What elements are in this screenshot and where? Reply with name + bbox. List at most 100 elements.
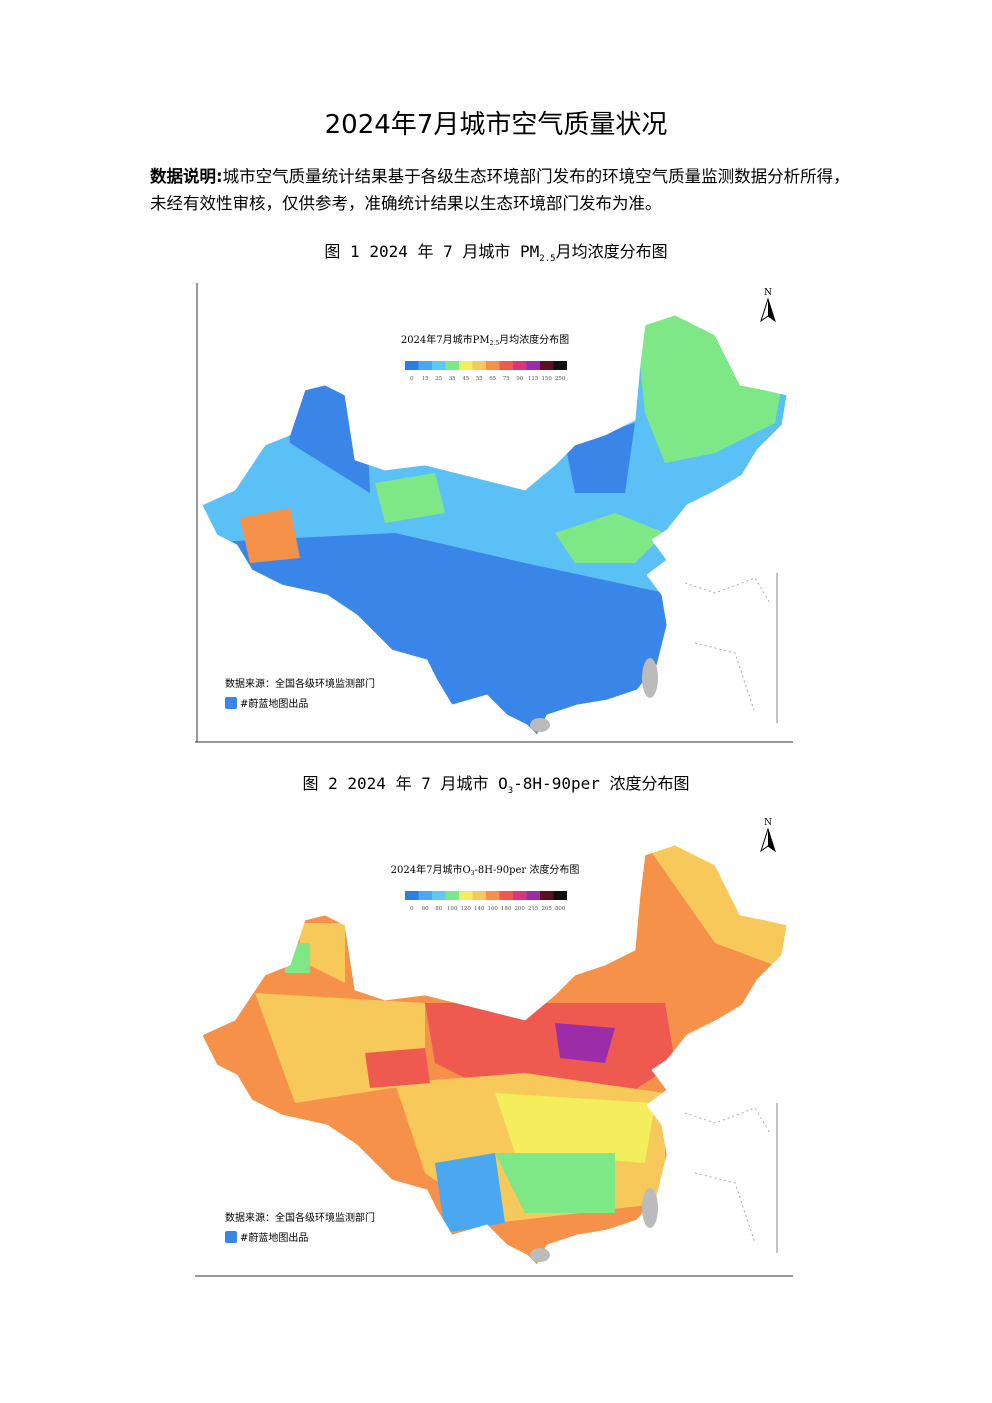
credit: #蔚蓝地图出品	[240, 1231, 308, 1244]
north-label: N	[764, 818, 772, 828]
legend-label: 150	[541, 376, 552, 382]
region	[495, 1093, 655, 1163]
credit: #蔚蓝地图出品	[240, 697, 308, 710]
legend-swatch	[472, 361, 486, 370]
description-label: 数据说明:	[150, 167, 223, 186]
legend-label: 140	[474, 906, 485, 912]
map: N 2024年7月城市PM2.5月均浓度分布图 0 15 25 35 45 55 65 75 90 1…	[195, 283, 793, 743]
map-title: 2024年7月城市PM2.5月均浓度分布图	[401, 333, 569, 347]
region	[495, 1153, 615, 1213]
caption-text: -8H-90per 浓度分布图	[513, 774, 690, 793]
legend-swatch	[499, 361, 513, 370]
source: 数据来源：全国各级环境监测部门	[225, 1211, 375, 1224]
region	[375, 473, 445, 523]
map-title-text: -8H-90per 浓度分布图	[475, 863, 580, 876]
map: N 2024年7月城市O3-8H-90per 浓度分布图 0 60 80 100 120 14…	[195, 818, 793, 1277]
description: 数据说明:城市空气质量统计结果基于各级生态环境部门发布的环境空气质量监测数据分析…	[150, 163, 850, 217]
caption: 图 2 2024 年 7 月城市 O3-8H-90per 浓度分布图	[0, 770, 992, 796]
legend-label: 65	[489, 376, 496, 382]
legend-label: 45	[462, 376, 469, 382]
regions	[202, 845, 787, 1265]
legend-swatch	[445, 361, 459, 370]
region	[285, 943, 310, 973]
region	[555, 1023, 615, 1063]
legend-label: 120	[460, 906, 471, 912]
legend-swatch	[418, 891, 432, 900]
legend-swatch	[499, 891, 513, 900]
legend-label: 55	[476, 376, 483, 382]
caption-text: 图 2 2024 年 7 月城市 O	[302, 774, 508, 793]
china-map	[201, 314, 788, 736]
map-title-text: 月均浓度分布图	[499, 333, 569, 346]
legend-label: 15	[422, 376, 429, 382]
legend-label: 200	[514, 906, 525, 912]
legend-swatch	[459, 891, 473, 900]
legend-label: 180	[501, 906, 512, 912]
north-arrow-half	[768, 299, 775, 321]
legend-swatch	[526, 361, 540, 370]
legend-swatch	[405, 361, 419, 370]
legend-label: 800	[555, 906, 566, 912]
hainan	[530, 718, 550, 732]
region	[365, 1048, 430, 1088]
legend-swatch	[526, 891, 540, 900]
taiwan	[642, 1188, 658, 1228]
legend-label: 0	[410, 376, 414, 382]
legend-swatch	[418, 361, 432, 370]
legend-swatch	[459, 361, 473, 370]
legend-label: 75	[503, 376, 510, 382]
legend-label: 0	[410, 906, 414, 912]
legend-label: 35	[449, 376, 456, 382]
legend-label: 25	[435, 376, 442, 382]
caption-sub: 2.5	[539, 254, 556, 265]
legend-label: 100	[447, 906, 458, 912]
description-text: 城市空气质量统计结果基于各级生态环境部门发布的环境空气质量监测数据分析所得，未经…	[150, 167, 850, 213]
legend-swatch	[432, 891, 446, 900]
legend-label: 215	[528, 906, 539, 912]
legend-swatch	[486, 361, 500, 370]
legend-swatch	[553, 361, 567, 370]
border	[201, 314, 788, 736]
legend-swatch	[405, 891, 419, 900]
caption: 图 1 2024 年 7 月城市 PM2.5月均浓度分布图	[0, 238, 992, 264]
north-arrow-half	[768, 829, 775, 851]
map-title-sub: 3	[471, 870, 475, 877]
legend-swatch	[540, 361, 554, 370]
region	[240, 508, 300, 563]
credit-icon	[225, 1231, 237, 1243]
credit-icon	[225, 697, 237, 709]
source: 数据来源：全国各级环境监测部门	[225, 677, 375, 690]
legend-label: 250	[555, 376, 566, 382]
region	[435, 1153, 505, 1233]
island-outline	[684, 577, 771, 714]
china-map	[201, 844, 788, 1266]
legend-swatch	[513, 361, 527, 370]
legend-swatch	[472, 891, 486, 900]
title: 2024年7月城市空气质量状况	[324, 110, 668, 140]
legend-label: 80	[435, 906, 442, 912]
regions	[202, 315, 787, 735]
legend-swatch	[486, 891, 500, 900]
region	[555, 513, 665, 563]
legend-label: 265	[541, 906, 552, 912]
legend-swatch	[540, 891, 554, 900]
legend-swatch	[445, 891, 459, 900]
north-label: N	[764, 288, 772, 298]
legend-swatch	[513, 891, 527, 900]
legend-label: 90	[516, 376, 523, 382]
border	[201, 844, 788, 1266]
region	[565, 423, 635, 493]
legend-swatch	[553, 891, 567, 900]
map-title-text: 2024年7月城市PM	[401, 333, 490, 346]
legend-swatch	[432, 361, 446, 370]
map-title: 2024年7月城市O3-8H-90per 浓度分布图	[391, 863, 580, 877]
caption-sub: 3	[507, 786, 514, 797]
hainan	[530, 1248, 550, 1262]
region	[295, 923, 345, 983]
legend-label: 115	[528, 376, 539, 382]
taiwan	[642, 658, 658, 698]
map-title-sub: 2.5	[490, 340, 500, 347]
map-title-text: 2024年7月城市O	[391, 863, 471, 876]
caption-text: 图 1 2024 年 7 月城市 PM	[324, 242, 540, 261]
